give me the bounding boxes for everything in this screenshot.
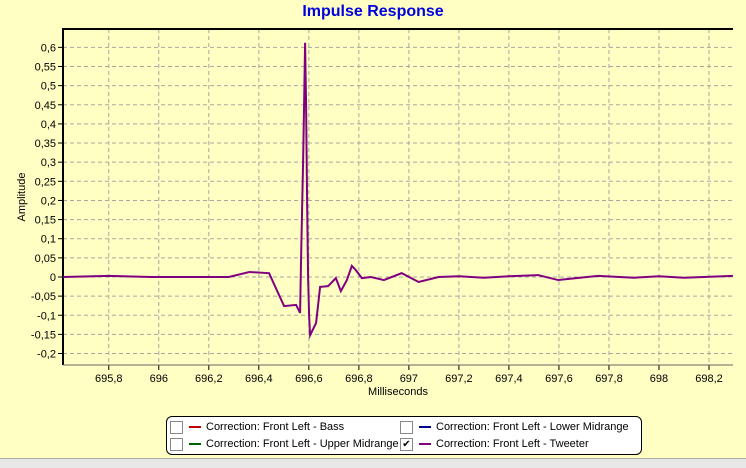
x-tick-label: 698 (650, 373, 668, 385)
checkbox-bass[interactable] (170, 420, 183, 434)
legend-swatch (419, 426, 431, 428)
legend-label: Correction: Front Left - Upper Midrange (206, 438, 399, 450)
legend-label: Correction: Front Left - Tweeter (436, 438, 589, 450)
x-tick-label: 696,4 (245, 373, 273, 385)
y-tick-label: 0,1 (41, 234, 56, 246)
y-tick-label: 0,45 (35, 100, 56, 112)
checkbox-tweeter[interactable]: ✔ (400, 437, 413, 451)
y-tick-label: 0,55 (35, 62, 56, 74)
y-tick-label: 0,3 (41, 157, 56, 169)
legend-swatch (189, 426, 201, 428)
legend-item-lower-midrange[interactable]: Correction: Front Left - Lower Midrange (400, 419, 629, 435)
x-tick-label: 697,4 (495, 373, 523, 385)
y-tick-label: -0,2 (37, 349, 56, 361)
legend-swatch (419, 443, 431, 445)
x-tick-label: 696,6 (295, 373, 323, 385)
y-tick-label: -0,05 (31, 291, 56, 303)
legend-item-upper-midrange[interactable]: Correction: Front Left - Upper Midrange (170, 436, 399, 452)
checkbox-upper-midrange[interactable] (170, 437, 183, 451)
x-tick-label: 698,2 (695, 373, 723, 385)
x-tick-label: 696 (150, 373, 168, 385)
y-axis-label: Amplitude (16, 173, 28, 222)
x-tick-label: 696,8 (345, 373, 373, 385)
x-tick-label: 697,2 (445, 373, 473, 385)
legend-item-tweeter[interactable]: ✔ Correction: Front Left - Tweeter (400, 436, 589, 452)
checkbox-lower-midrange[interactable] (400, 420, 413, 434)
legend-label: Correction: Front Left - Bass (206, 421, 345, 433)
legend-item-bass[interactable]: Correction: Front Left - Bass (170, 419, 344, 435)
y-tick-label: 0,2 (41, 195, 56, 207)
x-tick-label: 697,6 (545, 373, 573, 385)
y-tick-label: -0,1 (37, 310, 56, 322)
y-tick-label: 0,15 (35, 215, 56, 227)
x-tick-label: 696,2 (195, 373, 223, 385)
x-tick-label: 697 (400, 373, 418, 385)
y-tick-label: 0,4 (41, 119, 56, 131)
legend-label: Correction: Front Left - Lower Midrange (436, 421, 629, 433)
y-tick-label: 0,25 (35, 176, 56, 188)
y-tick-label: 0,05 (35, 253, 56, 265)
y-tick-label: 0,35 (35, 138, 56, 150)
legend-swatch (189, 443, 201, 445)
chart-title: Impulse Response (302, 3, 444, 20)
plot-frame (62, 28, 733, 365)
y-tick-label: 0,5 (41, 81, 56, 93)
y-tick-label: 0 (50, 272, 56, 284)
x-tick-label: 697,8 (595, 373, 623, 385)
series-line-tweeter (62, 42, 734, 340)
legend: Correction: Front Left - Bass Correction… (166, 416, 642, 455)
y-tick-label: 0,6 (41, 42, 56, 54)
status-bar (0, 458, 746, 468)
y-tick-label: -0,15 (31, 329, 56, 341)
x-axis-label: Milliseconds (368, 386, 428, 398)
x-tick-label: 695,8 (95, 373, 123, 385)
